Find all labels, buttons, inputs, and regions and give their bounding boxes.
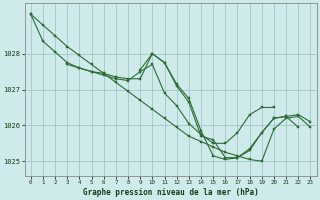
- X-axis label: Graphe pression niveau de la mer (hPa): Graphe pression niveau de la mer (hPa): [83, 188, 259, 197]
